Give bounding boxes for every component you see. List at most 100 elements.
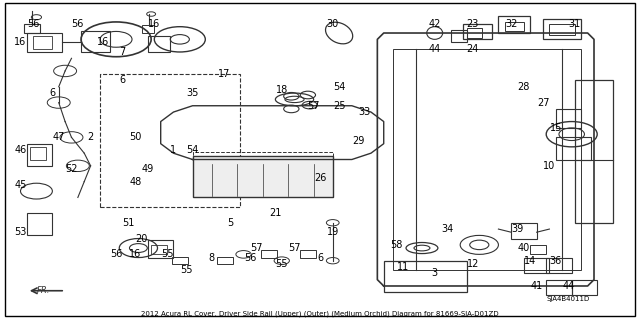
Text: 40: 40 <box>518 243 530 253</box>
Text: 30: 30 <box>326 19 339 28</box>
Text: 56: 56 <box>110 249 122 259</box>
Text: 2012 Acura RL Cover, Driver Side Rail (Upper) (Outer) (Medium Orchid) Diagram fo: 2012 Acura RL Cover, Driver Side Rail (U… <box>141 311 499 317</box>
Text: 33: 33 <box>358 107 371 117</box>
Text: 5: 5 <box>228 218 234 228</box>
Text: 54: 54 <box>186 145 199 155</box>
Bar <box>100 74 241 207</box>
Text: 2: 2 <box>88 132 93 142</box>
Text: 57: 57 <box>307 101 320 111</box>
Text: 58: 58 <box>390 240 403 250</box>
Text: 21: 21 <box>269 208 282 218</box>
Text: 42: 42 <box>429 19 441 28</box>
Text: 6: 6 <box>317 253 323 263</box>
Bar <box>531 245 546 254</box>
Bar <box>451 31 467 42</box>
Text: 39: 39 <box>511 224 524 234</box>
Text: 44: 44 <box>563 281 575 291</box>
Bar <box>543 19 581 39</box>
Bar <box>546 280 572 295</box>
Bar <box>261 250 277 258</box>
Text: 25: 25 <box>333 101 346 111</box>
Bar <box>193 156 333 197</box>
Bar <box>30 147 46 160</box>
Text: 1: 1 <box>170 145 177 155</box>
Text: 27: 27 <box>537 98 549 108</box>
Bar <box>148 240 173 257</box>
Text: 57: 57 <box>288 243 301 253</box>
Text: SJA4B4011D: SJA4B4011D <box>547 296 590 302</box>
Text: 52: 52 <box>65 164 77 174</box>
Bar <box>575 80 613 223</box>
Bar <box>394 49 581 270</box>
Text: 46: 46 <box>14 145 27 155</box>
Bar <box>141 25 154 33</box>
Text: 47: 47 <box>52 132 65 142</box>
Text: 16: 16 <box>97 38 109 48</box>
Bar <box>148 36 170 52</box>
Bar <box>556 109 581 128</box>
Text: 34: 34 <box>442 224 454 234</box>
Text: 31: 31 <box>569 19 581 28</box>
Text: 23: 23 <box>467 19 479 28</box>
Text: 16: 16 <box>129 249 141 259</box>
Bar <box>556 137 591 160</box>
Bar <box>524 257 549 273</box>
Text: 11: 11 <box>397 262 409 272</box>
Text: 44: 44 <box>429 44 441 54</box>
Bar <box>27 144 52 166</box>
Text: 6: 6 <box>120 76 125 85</box>
Text: 36: 36 <box>550 256 562 266</box>
Text: 41: 41 <box>531 281 543 291</box>
Text: 7: 7 <box>119 47 125 57</box>
Text: 54: 54 <box>333 82 346 92</box>
Bar <box>384 261 467 292</box>
Bar <box>467 28 483 38</box>
Bar <box>546 257 572 273</box>
Text: 51: 51 <box>123 218 135 228</box>
Text: 26: 26 <box>314 174 326 183</box>
Text: 3: 3 <box>431 268 438 278</box>
Text: 55: 55 <box>161 249 173 259</box>
Text: 12: 12 <box>467 259 479 269</box>
Text: 15: 15 <box>550 123 562 133</box>
Bar <box>505 22 524 32</box>
Text: 14: 14 <box>524 256 536 266</box>
Text: 45: 45 <box>14 180 27 190</box>
Text: 55: 55 <box>275 259 288 269</box>
Bar <box>511 223 537 239</box>
Text: 16: 16 <box>14 38 27 48</box>
Text: FR.: FR. <box>36 286 50 295</box>
Text: 16: 16 <box>148 19 161 28</box>
Text: 49: 49 <box>142 164 154 174</box>
Bar <box>499 16 531 33</box>
Bar <box>463 24 492 39</box>
Bar <box>193 152 333 197</box>
Text: 19: 19 <box>326 227 339 237</box>
Bar <box>300 250 316 258</box>
Bar <box>81 32 109 52</box>
Text: 56: 56 <box>244 253 256 263</box>
Text: 57: 57 <box>250 243 262 253</box>
Text: 32: 32 <box>505 19 517 28</box>
Text: 56: 56 <box>72 19 84 28</box>
Bar <box>151 245 167 254</box>
Text: 18: 18 <box>276 85 288 95</box>
Text: 56: 56 <box>27 19 40 28</box>
Text: 35: 35 <box>186 88 199 98</box>
Text: 55: 55 <box>180 265 193 275</box>
Bar <box>27 33 62 52</box>
Text: 24: 24 <box>467 44 479 54</box>
Text: 53: 53 <box>14 227 27 237</box>
Bar <box>33 36 52 49</box>
Bar <box>172 256 188 264</box>
Text: 8: 8 <box>209 253 215 263</box>
Bar <box>24 24 40 33</box>
Text: 17: 17 <box>218 69 230 79</box>
Bar <box>549 24 575 34</box>
Text: 29: 29 <box>352 136 364 145</box>
Bar <box>572 280 597 295</box>
Text: 6: 6 <box>49 88 56 98</box>
Text: 28: 28 <box>518 82 530 92</box>
Bar <box>217 256 233 264</box>
Text: 50: 50 <box>129 132 141 142</box>
